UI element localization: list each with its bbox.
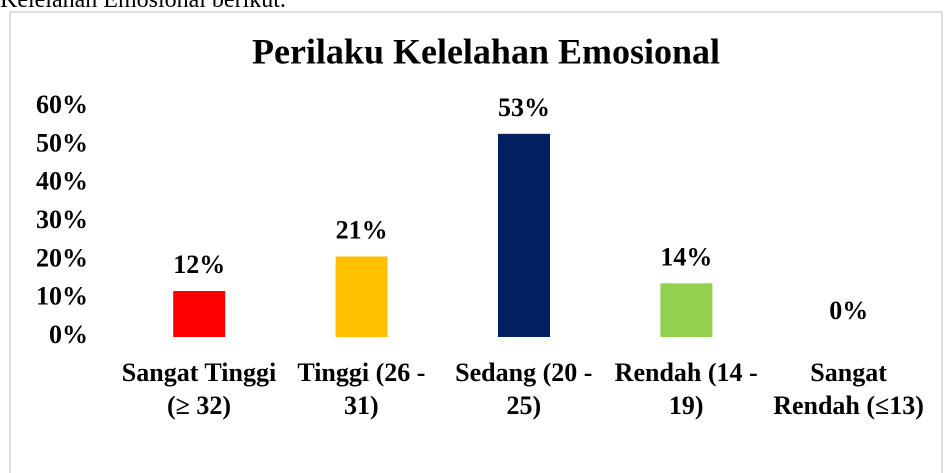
y-tick-label: 0% — [49, 320, 88, 349]
x-tick-label: Sangat Tinggi (≥ 32) — [121, 358, 277, 420]
bar — [173, 291, 226, 337]
y-tick-label: 10% — [36, 282, 88, 311]
x-tick-label: Sedang (20 - 25) — [455, 358, 593, 420]
data-label: 0% — [829, 296, 868, 325]
data-label: 14% — [660, 242, 712, 271]
data-label: 12% — [173, 250, 225, 279]
bar — [335, 256, 388, 337]
y-tick-label: 20% — [36, 243, 88, 272]
chart-title: Perilaku Kelelahan Emosional — [252, 31, 720, 71]
chart-frame — [9, 11, 943, 473]
data-label: 53% — [498, 93, 550, 122]
y-tick-label: 50% — [36, 128, 88, 157]
bar — [660, 283, 713, 337]
caption: Kelelahan Emosional berikut. — [0, 0, 286, 13]
x-tick-label: Sangat Rendah (≤13) — [773, 358, 924, 420]
bar — [498, 133, 550, 337]
y-tick-label: 60% — [36, 90, 88, 119]
x-tick-label: Tinggi (26 - 31) — [297, 358, 426, 420]
data-label: 21% — [336, 215, 388, 244]
x-tick-label: Rendah (14 - 19) — [614, 358, 758, 420]
y-tick-label: 40% — [36, 167, 88, 196]
y-tick-label: 30% — [36, 205, 88, 234]
